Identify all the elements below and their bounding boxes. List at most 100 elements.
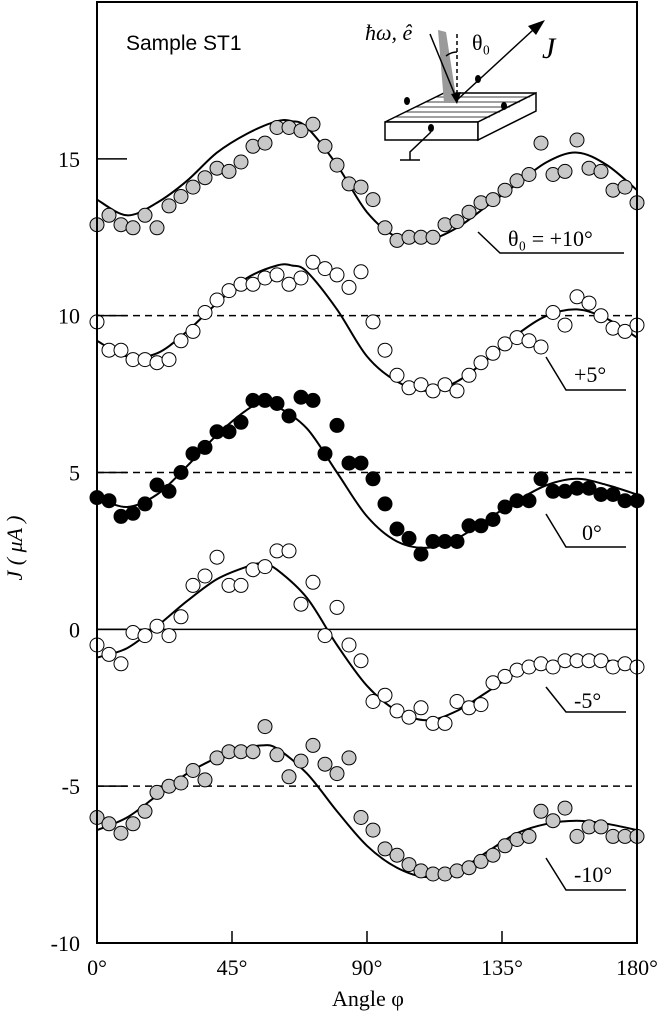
- data-point: [389, 367, 405, 383]
- y-tick-label: 15: [58, 147, 80, 172]
- current-arrow-head: [528, 20, 545, 35]
- data-point: [257, 559, 273, 575]
- data-point: [173, 189, 189, 204]
- data-point: [305, 392, 321, 408]
- data-point: [473, 697, 489, 713]
- data-point: [125, 505, 141, 521]
- data-point: [389, 521, 405, 537]
- axis-ticks: [96, 158, 638, 944]
- data-point: [101, 816, 117, 832]
- data-point: [377, 687, 393, 703]
- data-point: [149, 784, 165, 800]
- data-point: [197, 305, 213, 320]
- series-label-minus5: -5°: [545, 686, 626, 713]
- data-point: [593, 653, 609, 669]
- data-point: [461, 204, 477, 220]
- data-point: [365, 192, 381, 208]
- data-point: [521, 167, 537, 182]
- data-point: [161, 483, 177, 499]
- data-point: [365, 314, 381, 330]
- data-point: [413, 700, 429, 716]
- data-point: [185, 577, 201, 593]
- data-point: [497, 336, 513, 352]
- data-point: [569, 828, 585, 844]
- data-point: [173, 775, 189, 791]
- data-point: [185, 179, 201, 195]
- data-point: [377, 841, 393, 857]
- data-point: [173, 333, 189, 349]
- data-point: [137, 628, 153, 644]
- data-point: [353, 179, 369, 195]
- data-point: [365, 471, 381, 487]
- data-point: [461, 860, 477, 876]
- inset-schematic: ħω, ê θ₀ J: [365, 20, 557, 161]
- data-point: [509, 173, 525, 189]
- y-tick-label: -5: [62, 774, 80, 799]
- series-label-plus10: θ₀ = +10°: [477, 226, 624, 254]
- current-label: J: [542, 32, 557, 65]
- data-point: [605, 487, 621, 502]
- data-point: [185, 763, 201, 778]
- data-point: [581, 295, 597, 311]
- data-point: [521, 828, 537, 844]
- data-point: [293, 596, 309, 612]
- data-point: [593, 308, 609, 324]
- data-point: [533, 803, 549, 819]
- data-point: [353, 810, 369, 825]
- data-point: [281, 408, 297, 424]
- x-tick-label: 90°: [352, 955, 383, 980]
- series-label-text: 0°: [582, 520, 602, 545]
- data-point: [161, 352, 177, 368]
- series-label-zero: 0°: [545, 513, 626, 548]
- data-point: [137, 496, 153, 512]
- data-point: [173, 465, 189, 480]
- data-point: [161, 198, 177, 214]
- data-point: [353, 264, 369, 280]
- data-point: [329, 157, 345, 173]
- data-point: [485, 675, 501, 691]
- data-point: [389, 703, 405, 719]
- data-point: [209, 292, 225, 308]
- x-tick-label: 0°: [87, 955, 107, 980]
- data-point: [245, 744, 261, 760]
- data-point: [377, 496, 393, 512]
- data-point: [269, 747, 285, 763]
- data-point: [317, 138, 333, 154]
- data-point: [221, 283, 237, 299]
- data-point: [245, 276, 261, 292]
- data-point: [365, 822, 381, 838]
- data-point: [485, 345, 501, 361]
- data-point: [233, 414, 249, 430]
- fit-curve: [96, 562, 638, 722]
- data-point: [293, 753, 309, 769]
- data-point: [101, 493, 117, 509]
- data-point: [101, 207, 117, 223]
- data-point: [113, 656, 129, 672]
- data-point: [341, 637, 357, 653]
- data-point: [329, 599, 345, 615]
- data-point: [353, 653, 369, 669]
- data-point: [293, 123, 309, 139]
- data-point: [569, 132, 585, 148]
- data-point: [449, 534, 465, 549]
- data-point: [485, 847, 501, 863]
- y-tick-label: 5: [69, 461, 80, 486]
- series-label-text: -5°: [574, 688, 601, 713]
- data-point: [533, 339, 549, 355]
- data-point: [317, 261, 333, 277]
- data-point: [485, 192, 501, 208]
- data-point: [281, 769, 297, 785]
- data-point: [389, 847, 405, 863]
- data-point: [113, 825, 129, 841]
- beam-arrow-head: [451, 92, 461, 104]
- reference-lines: [97, 314, 637, 787]
- x-tick-label: 135°: [481, 955, 523, 980]
- data-markers: [89, 116, 645, 882]
- data-point: [557, 317, 573, 333]
- data-point: [185, 323, 201, 339]
- fit-curve: [96, 402, 638, 549]
- data-point: [413, 546, 429, 562]
- data-point: [209, 750, 225, 766]
- series-label-minus10: -10°: [545, 857, 626, 891]
